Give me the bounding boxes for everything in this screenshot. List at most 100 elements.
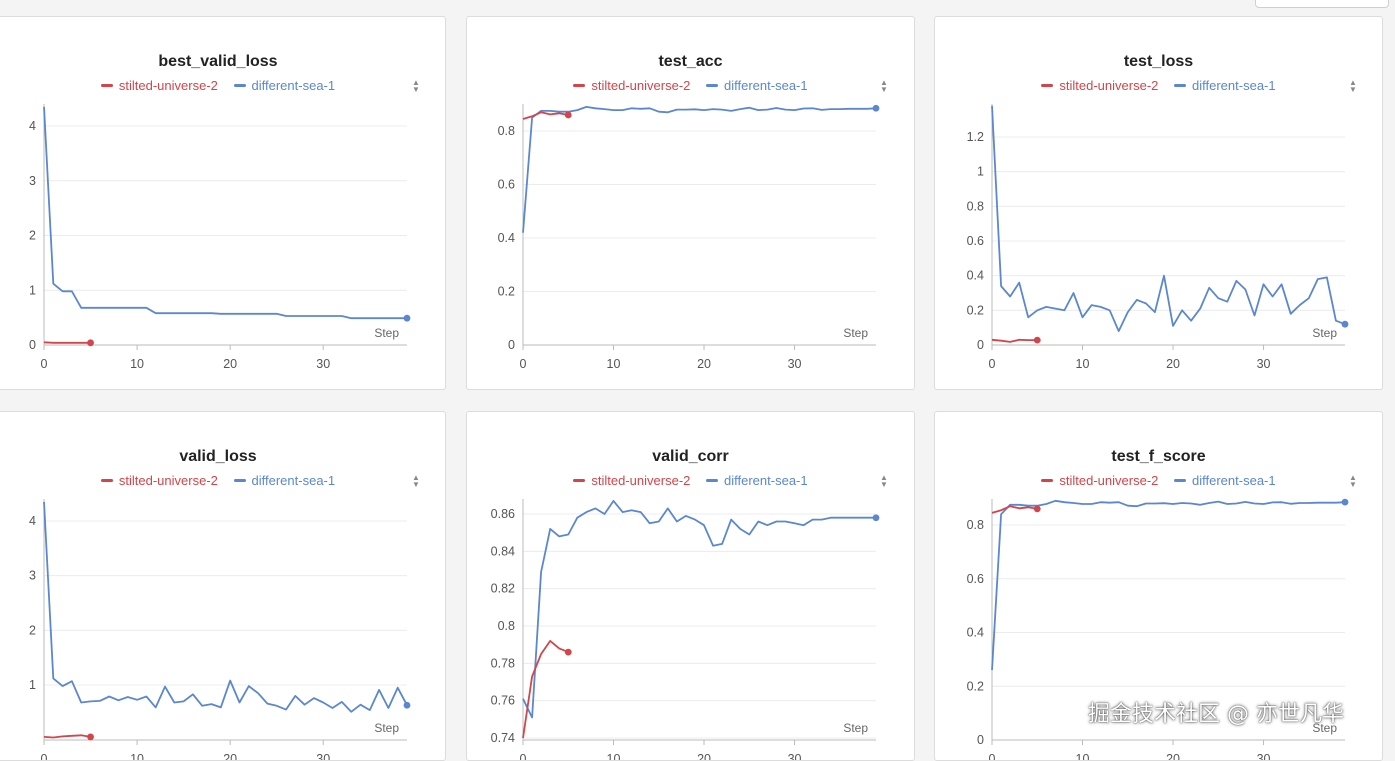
- x-tick-label: 10: [1076, 752, 1090, 761]
- legend-label: different-sea-1: [724, 473, 808, 488]
- legend-item-run-a[interactable]: stilted-universe-2: [1041, 78, 1158, 93]
- x-tick-label: 20: [223, 357, 237, 371]
- y-tick-label: 0.8: [498, 124, 515, 138]
- y-tick-label: 0.6: [967, 572, 984, 586]
- top-toolbar-button[interactable]: [1255, 0, 1389, 8]
- sort-icon[interactable]: ▲ ▼: [880, 78, 888, 94]
- series-end-point: [1033, 336, 1041, 344]
- series-end-point: [1341, 498, 1349, 506]
- x-tick-label: 0: [989, 357, 996, 371]
- chart-title: test_acc: [658, 53, 723, 70]
- x-tick-label: 20: [697, 752, 711, 761]
- series-line-stilted-universe-2: [43, 341, 91, 344]
- series-end-point: [403, 314, 411, 322]
- x-tick-label: 0: [520, 752, 527, 761]
- legend-item-run-b[interactable]: different-sea-1: [1174, 78, 1276, 93]
- series-line-stilted-universe-2: [991, 338, 1038, 343]
- line-chart: 0 1 2 3 4 0 10 20 30 Step: [29, 104, 411, 371]
- x-tick-label: 30: [316, 357, 330, 371]
- x-tick-label: 30: [788, 357, 802, 371]
- chart-legend: stilted-universe-2 different-sea-1: [0, 78, 445, 94]
- y-tick-label: 0.78: [491, 656, 515, 670]
- legend-label: different-sea-1: [1192, 78, 1276, 93]
- legend-item-run-a[interactable]: stilted-universe-2: [100, 473, 218, 488]
- x-axis-label: Step: [843, 326, 868, 340]
- series-end-point: [1341, 320, 1349, 328]
- x-tick-label: 0: [520, 357, 527, 371]
- x-tick-label: 20: [697, 357, 711, 371]
- series-line-different-sea-1: [991, 499, 1346, 671]
- sort-icon[interactable]: ▲ ▼: [1349, 78, 1357, 94]
- x-axis-label: Step: [374, 326, 399, 340]
- series-line-different-sea-1: [43, 501, 408, 713]
- line-chart: 0.74 0.76 0.78 0.8 0.82 0.84 0.86 0 10 20 30 Step: [491, 499, 880, 761]
- series-line-different-sea-1: [522, 106, 877, 233]
- legend-item-run-b[interactable]: different-sea-1: [1174, 473, 1276, 488]
- y-tick-label: 2: [29, 623, 36, 637]
- y-tick-label: 0.2: [498, 285, 515, 299]
- series-end-point: [1033, 505, 1041, 513]
- legend-item-run-a[interactable]: stilted-universe-2: [573, 78, 690, 93]
- y-tick-label: 0.8: [967, 518, 984, 532]
- legend-item-run-b[interactable]: different-sea-1: [233, 78, 335, 93]
- legend-label: different-sea-1: [724, 78, 808, 93]
- x-axis-label: Step: [374, 721, 399, 735]
- x-tick-label: 0: [41, 357, 48, 371]
- x-tick-label: 10: [607, 357, 621, 371]
- x-tick-label: 30: [316, 752, 330, 761]
- legend-label: different-sea-1: [251, 473, 336, 488]
- x-tick-label: 0: [41, 752, 48, 761]
- sort-icon[interactable]: ▲ ▼: [880, 473, 888, 489]
- legend-item-run-a[interactable]: stilted-universe-2: [1041, 473, 1158, 488]
- x-tick-label: 10: [130, 752, 144, 761]
- sort-icon[interactable]: ▲ ▼: [412, 78, 420, 94]
- legend-label: stilted-universe-2: [118, 78, 218, 93]
- line-chart: 1 2 3 4 0 10 20 30 Step: [29, 499, 411, 761]
- chart-legend: stilted-universe-2 different-sea-1: [935, 473, 1382, 489]
- legend-item-run-a[interactable]: stilted-universe-2: [573, 473, 690, 488]
- chart-panel-valid-loss: valid_loss stilted-universe-2 different-…: [0, 411, 446, 761]
- x-axis-label: Step: [1312, 326, 1337, 340]
- y-tick-label: 0: [29, 338, 36, 352]
- y-tick-label: 0.4: [498, 231, 515, 245]
- y-tick-label: 0.76: [491, 694, 515, 708]
- series-line-different-sea-1: [43, 106, 407, 320]
- line-chart: 0 0.2 0.4 0.6 0.8 0 10 20 30 Step: [498, 104, 880, 371]
- y-tick-label: 0.2: [967, 303, 984, 317]
- chart-panel-test-loss: test_loss stilted-universe-2 different-s…: [934, 16, 1383, 390]
- x-tick-label: 30: [1257, 357, 1271, 371]
- legend-item-run-a[interactable]: stilted-universe-2: [100, 78, 218, 93]
- series-end-point: [564, 111, 572, 119]
- legend-label: stilted-universe-2: [1059, 78, 1159, 93]
- y-tick-label: 4: [29, 514, 36, 528]
- line-chart: 0 0.2 0.4 0.6 0.8 1 1.2 0 10 20 30 Step: [967, 104, 1349, 371]
- legend-item-run-b[interactable]: different-sea-1: [706, 473, 808, 488]
- x-tick-label: 10: [607, 752, 621, 761]
- y-tick-label: 0.6: [498, 178, 515, 192]
- legend-item-run-b[interactable]: different-sea-1: [706, 78, 808, 93]
- series-end-point: [403, 701, 411, 709]
- x-tick-label: 30: [1257, 752, 1271, 761]
- chart-legend: stilted-universe-2 different-sea-1: [467, 473, 914, 489]
- chart-title: test_f_score: [1111, 448, 1206, 465]
- chart-title: best_valid_loss: [158, 53, 278, 70]
- y-tick-label: 0: [977, 733, 984, 747]
- y-tick-label: 0.8: [967, 199, 984, 213]
- y-tick-label: 0.6: [967, 234, 984, 248]
- legend-item-run-b[interactable]: different-sea-1: [233, 473, 336, 488]
- y-tick-label: 0.8: [498, 619, 515, 633]
- series-end-point: [564, 648, 572, 656]
- legend-label: stilted-universe-2: [1059, 473, 1159, 488]
- chart-legend: stilted-universe-2 different-sea-1: [0, 473, 445, 489]
- legend-label: stilted-universe-2: [118, 473, 218, 488]
- series-line-different-sea-1: [522, 500, 876, 719]
- series-end-point: [872, 514, 880, 522]
- chart-panel-valid-corr: valid_corr stilted-universe-2 different-…: [466, 411, 915, 761]
- y-tick-label: 0.74: [491, 731, 515, 745]
- sort-icon[interactable]: ▲ ▼: [1349, 473, 1357, 489]
- x-tick-label: 20: [223, 752, 237, 761]
- y-tick-label: 0.4: [967, 269, 984, 283]
- sort-icon[interactable]: ▲ ▼: [412, 473, 420, 489]
- y-tick-label: 1: [29, 283, 36, 297]
- x-tick-label: 10: [1076, 357, 1090, 371]
